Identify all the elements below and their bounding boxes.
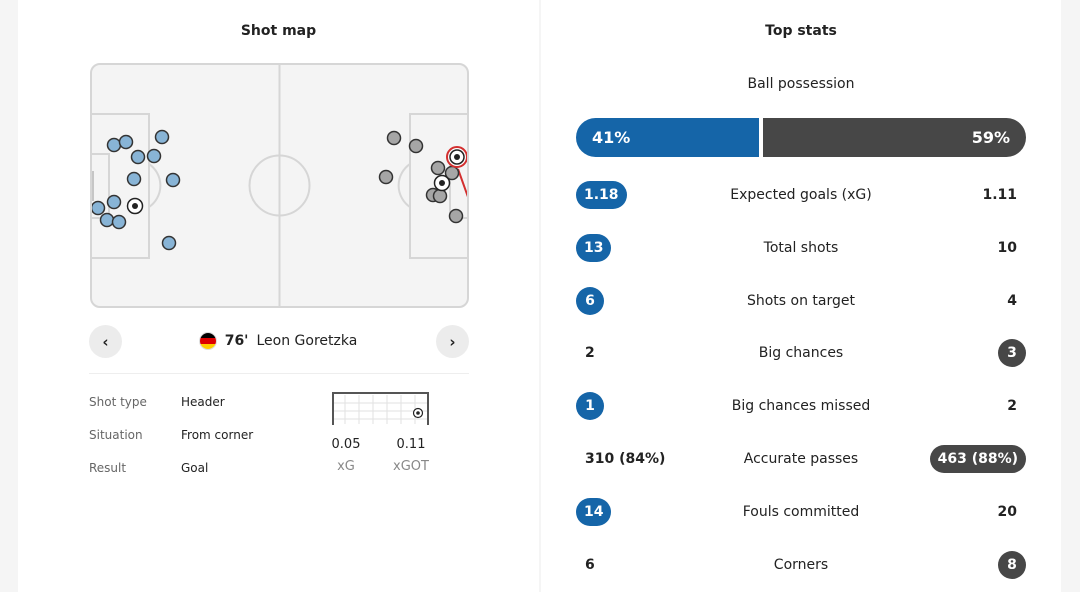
shot-dot[interactable]: [106, 137, 122, 153]
shot-dot[interactable]: [118, 134, 134, 150]
xgot-label: xGOT: [393, 459, 429, 474]
divider: [89, 373, 469, 374]
stat-home-value: 6: [576, 287, 604, 315]
stat-name: Total shots: [763, 240, 839, 256]
shot-dot[interactable]: [126, 171, 142, 187]
stat-away-value: 463 (88%): [929, 445, 1026, 473]
stat-row: 1 Big chances missed 2: [541, 392, 1061, 420]
top-stats-title: Top stats: [765, 23, 837, 39]
stat-row: 6 Corners 8: [541, 551, 1061, 579]
shot-dot[interactable]: [106, 194, 122, 210]
germany-flag-icon: [198, 332, 217, 350]
shot-dot[interactable]: [161, 235, 177, 251]
next-shot-button[interactable]: ›: [436, 325, 469, 358]
football-icon[interactable]: [126, 197, 144, 215]
xg-label: xG: [337, 459, 355, 474]
chevron-right-icon: ›: [449, 332, 456, 351]
shot-player-name: Leon Goretzka: [256, 333, 358, 349]
goal-frame-icon: [332, 392, 429, 425]
possession-bar: 41% 59%: [576, 118, 1026, 157]
shot-dot[interactable]: [154, 129, 170, 145]
shot-dot[interactable]: [432, 188, 448, 204]
shot-type-label: Shot type: [89, 395, 147, 409]
stat-row: 1.18 Expected goals (xG) 1.11: [541, 181, 1061, 209]
stat-row: 14 Fouls committed 20: [541, 498, 1061, 526]
shot-dot[interactable]: [430, 160, 446, 176]
stat-home-value: 14: [576, 498, 612, 526]
xg-column: 0.05 xG: [316, 437, 376, 474]
stat-home-value: 1: [576, 392, 604, 420]
shot-map-panel: Shot map: [18, 0, 539, 592]
stat-away-value: 8: [998, 551, 1026, 579]
shot-dot[interactable]: [130, 149, 146, 165]
xgot-value: 0.11: [396, 437, 426, 452]
shots-layer: [92, 129, 467, 251]
stat-name: Big chances missed: [731, 398, 871, 414]
top-stats-panel: Top stats Ball possession 41% 59% 1.18 E…: [541, 0, 1061, 592]
stat-row: 6 Shots on target 4: [541, 287, 1061, 315]
xg-value: 0.05: [331, 437, 361, 452]
stat-home-value: 2: [585, 345, 595, 361]
stat-row: 2 Big chances 3: [541, 339, 1061, 367]
football-icon[interactable]: [433, 174, 451, 192]
current-shot-label: 76' Leon Goretzka: [148, 332, 408, 350]
stat-away-value: 3: [998, 339, 1026, 367]
shot-dot[interactable]: [386, 130, 402, 146]
possession-divider: [759, 118, 763, 157]
stat-name: Corners: [773, 557, 829, 573]
stat-row: 310 (84%) Accurate passes 463 (88%): [541, 445, 1061, 473]
possession-home: 41%: [576, 118, 759, 157]
situation-label: Situation: [89, 428, 143, 442]
stat-row: 13 Total shots 10: [541, 234, 1061, 262]
pitch: [90, 63, 469, 308]
stat-home-value: 310 (84%): [585, 451, 666, 467]
stat-name: Accurate passes: [743, 451, 859, 467]
shot-dot[interactable]: [448, 208, 464, 224]
shot-minute: 76': [224, 333, 249, 349]
stat-name: Big chances: [758, 345, 844, 361]
result-label: Result: [89, 461, 127, 475]
shot-type-value: Header: [181, 395, 225, 409]
shot-dot[interactable]: [165, 172, 181, 188]
stat-home-value: 1.18: [576, 181, 627, 209]
stat-name: Expected goals (xG): [730, 187, 872, 203]
shot-dot[interactable]: [111, 214, 127, 230]
stat-away-value: 20: [997, 504, 1017, 520]
ball-possession-label: Ball possession: [747, 76, 855, 92]
stat-home-value: 6: [585, 557, 595, 573]
shot-dot[interactable]: [146, 148, 162, 164]
situation-value: From corner: [181, 428, 254, 442]
stat-away-value: 1.11: [982, 187, 1017, 203]
pitch-lines: [92, 65, 467, 306]
xgot-column: 0.11 xGOT: [381, 437, 441, 474]
shot-dot[interactable]: [378, 169, 394, 185]
stat-name: Shots on target: [746, 293, 855, 309]
shot-dot[interactable]: [92, 200, 106, 216]
possession-away: 59%: [763, 118, 1026, 157]
stat-name: Fouls committed: [742, 504, 860, 520]
selected-shot-football-icon[interactable]: [446, 146, 467, 168]
shot-map-title: Shot map: [240, 23, 317, 39]
previous-shot-button[interactable]: ‹: [89, 325, 122, 358]
stat-away-value: 10: [997, 240, 1017, 256]
chevron-left-icon: ‹: [102, 332, 109, 351]
result-value: Goal: [181, 461, 209, 475]
stat-away-value: 2: [1007, 398, 1017, 414]
shot-dot[interactable]: [408, 138, 424, 154]
shot-dot[interactable]: [99, 212, 115, 228]
stat-away-value: 4: [1007, 293, 1017, 309]
stat-home-value: 13: [576, 234, 612, 262]
